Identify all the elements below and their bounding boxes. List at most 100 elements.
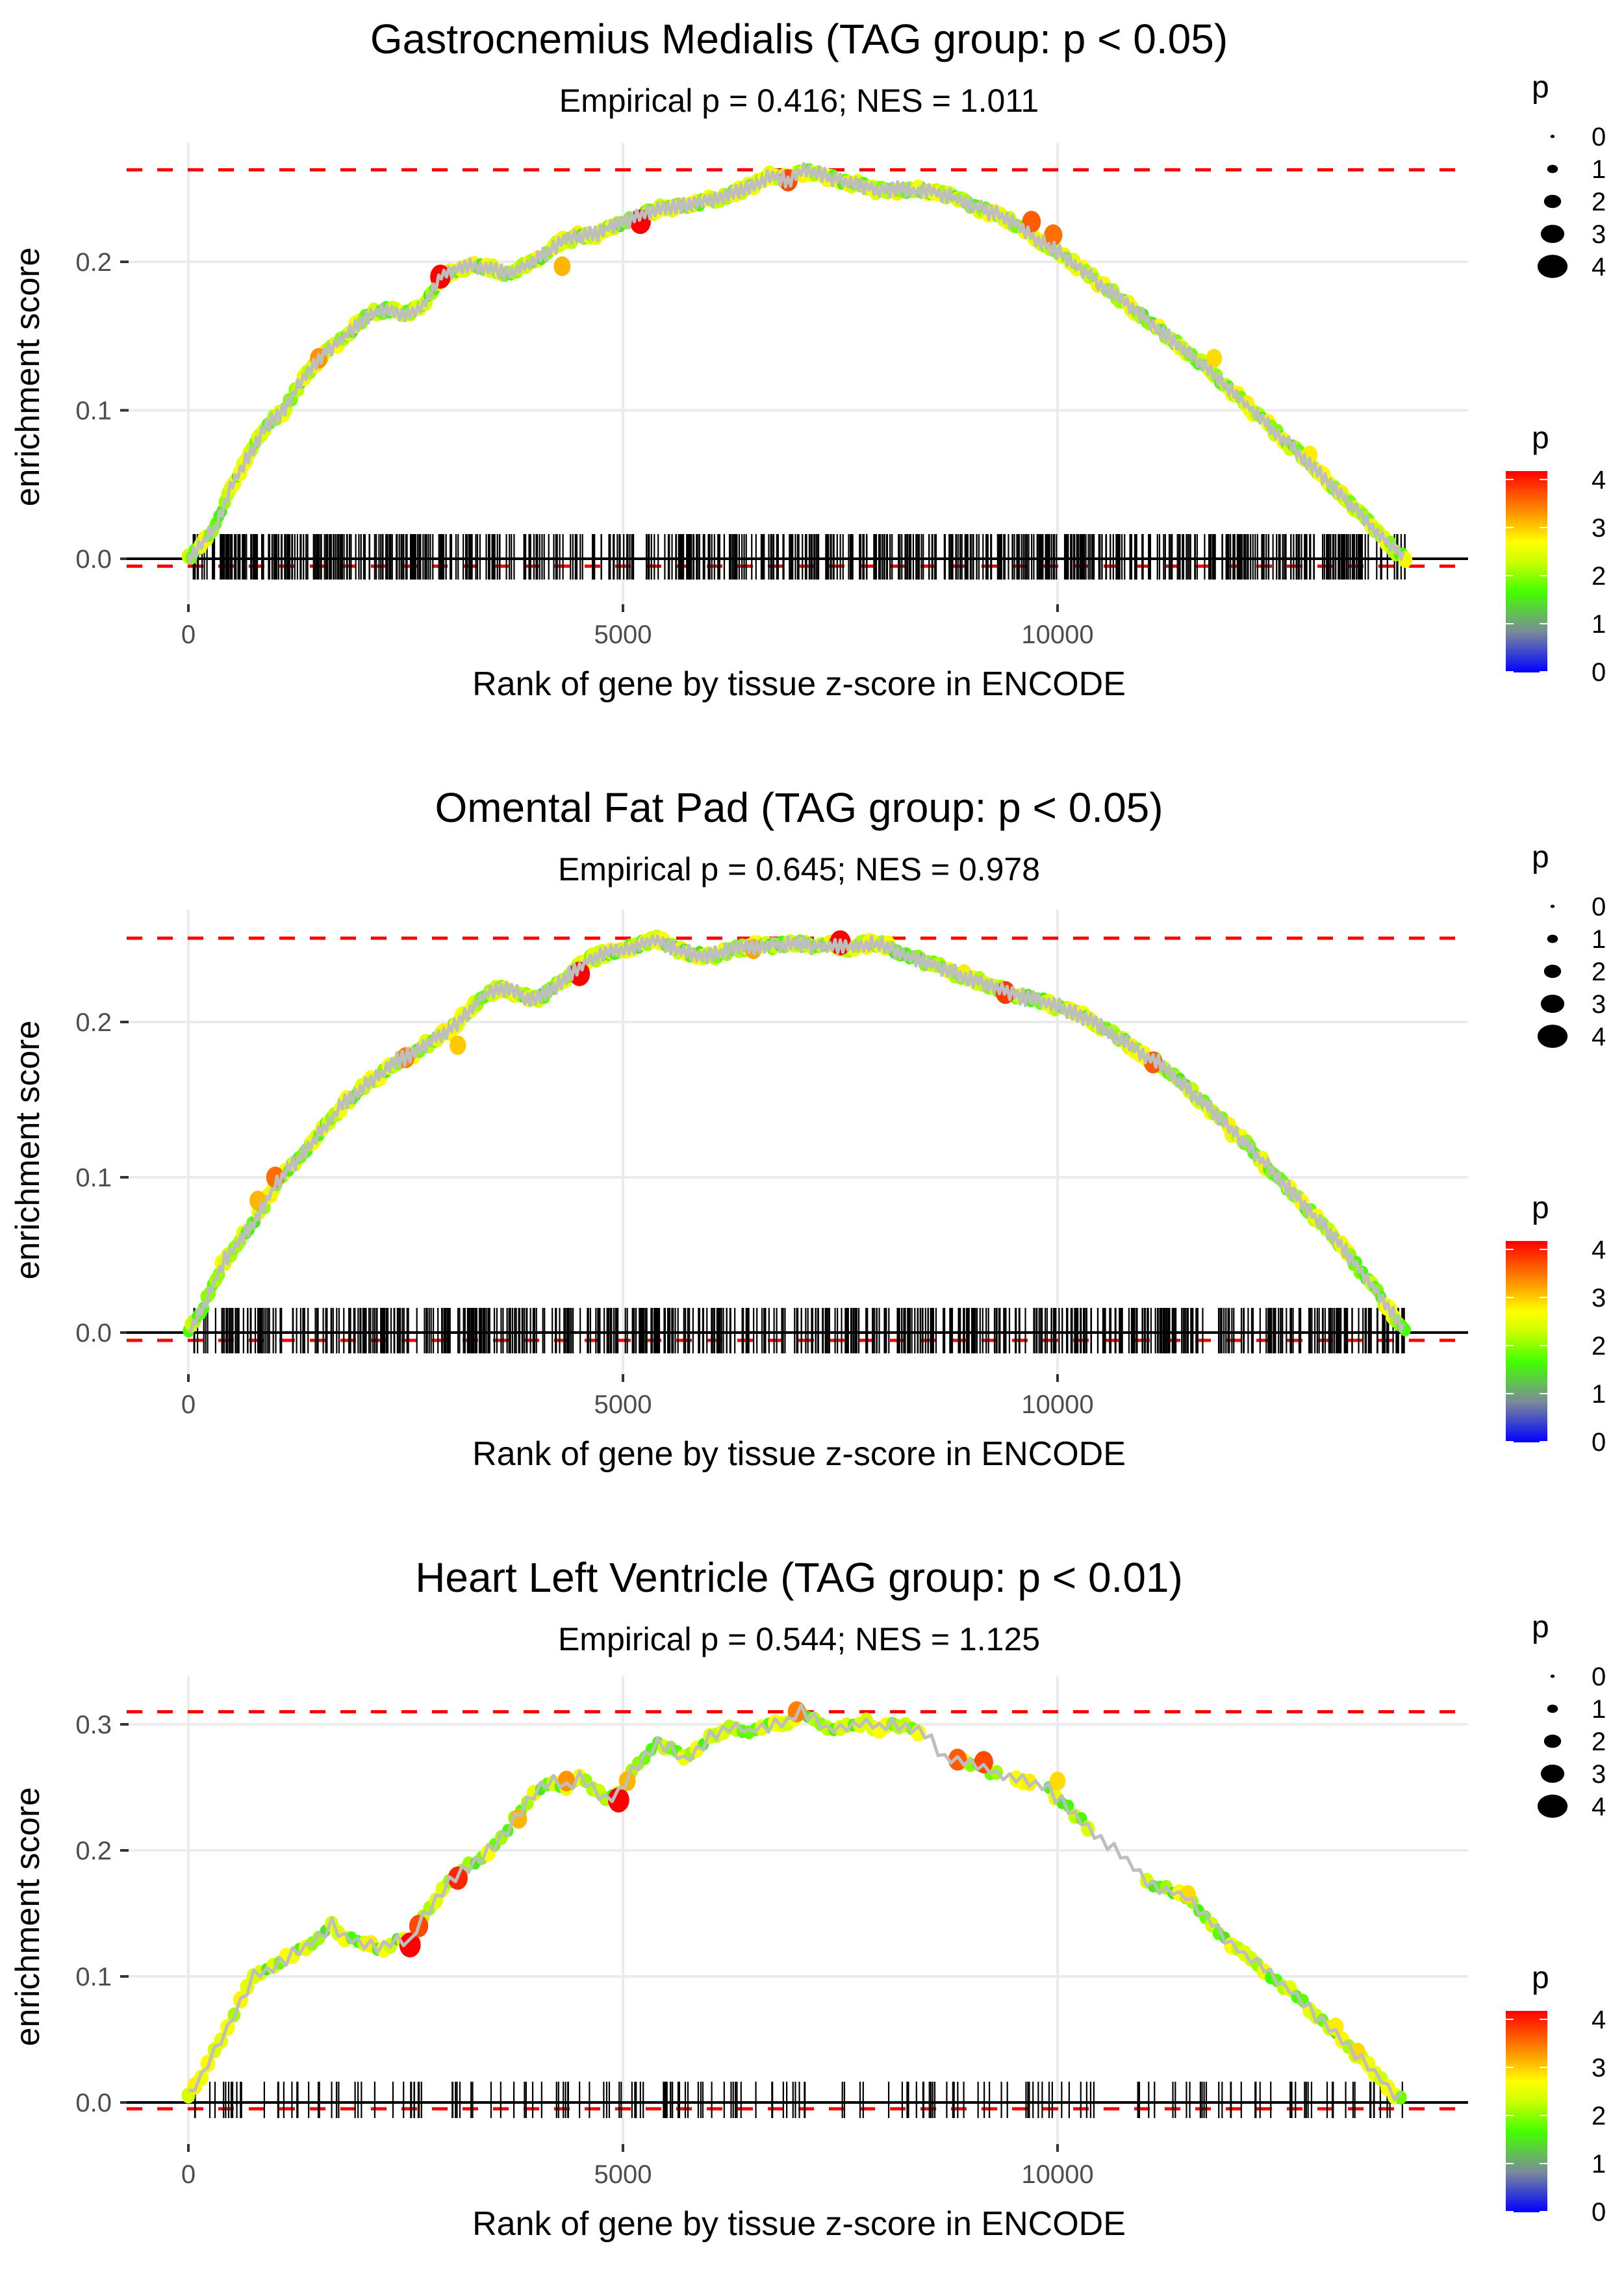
- size-legend-dot: [1540, 1764, 1565, 1783]
- color-legend-label: 2: [1592, 1332, 1606, 1361]
- color-legend-label: 0: [1592, 658, 1606, 687]
- color-legend: p 4 3 2 1 0: [1506, 421, 1606, 687]
- chart-title: Omental Fat Pad (TAG group: p < 0.05): [435, 784, 1163, 831]
- chart-title: Gastrocnemius Medialis (TAG group: p < 0…: [370, 16, 1228, 62]
- color-legend-label: 1: [1592, 2150, 1606, 2178]
- size-legend-dot: [1547, 934, 1558, 943]
- color-legend-label: 4: [1592, 466, 1606, 494]
- es-point-highlight: [450, 1035, 466, 1055]
- color-legend-bar: [1506, 471, 1547, 672]
- rug-ticks: [193, 1308, 1405, 1353]
- x-tick-label: 0: [181, 2160, 196, 2189]
- size-legend-dot: [1537, 255, 1568, 278]
- y-tick-label: 0.1: [75, 1164, 112, 1192]
- color-legend-label: 0: [1592, 1428, 1606, 1457]
- size-legend-title: p: [1532, 70, 1549, 105]
- size-legend-label: 3: [1592, 990, 1606, 1019]
- x-tick-label: 5000: [594, 1390, 652, 1419]
- panel-gastrocnemius: Gastrocnemius Medialis (TAG group: p < 0…: [9, 16, 1606, 703]
- rug-ticks: [192, 534, 1406, 580]
- size-legend-title: p: [1532, 840, 1549, 875]
- y-tick-label: 0.0: [75, 1319, 112, 1348]
- x-tick-label: 0: [181, 620, 196, 649]
- es-point-highlight: [607, 1787, 629, 1813]
- size-legend-dot: [1550, 134, 1555, 138]
- es-point-highlight: [399, 1932, 421, 1958]
- size-legend-label: 3: [1592, 1760, 1606, 1789]
- rug-ticks: [194, 2082, 1403, 2118]
- size-legend-label: 0: [1592, 1663, 1606, 1691]
- size-legend-label: 4: [1592, 1793, 1606, 1821]
- size-legend-dot: [1547, 164, 1558, 173]
- size-legend-label: 0: [1592, 893, 1606, 921]
- es-point-highlight: [1044, 224, 1063, 246]
- x-tick-label: 5000: [594, 2160, 652, 2189]
- size-legend-dot: [1550, 904, 1555, 908]
- color-legend-title: p: [1532, 421, 1549, 455]
- y-axis-label: enrichment score: [9, 248, 47, 507]
- es-points: [183, 929, 1411, 1338]
- color-legend-label: 0: [1592, 2198, 1606, 2227]
- es-running-path: [187, 934, 1405, 1333]
- es-point-highlight: [553, 256, 571, 277]
- color-legend-label: 1: [1592, 610, 1606, 639]
- size-legend-title: p: [1532, 1610, 1549, 1644]
- es-running-path: [188, 1704, 1402, 2102]
- size-legend-dot: [1543, 1734, 1562, 1748]
- size-legend-dot: [1540, 994, 1565, 1014]
- x-tick-label: 10000: [1021, 2160, 1093, 2189]
- panel-heart-left-ventricle: Heart Left Ventricle (TAG group: p < 0.0…: [9, 1554, 1606, 2243]
- plot-area: 0.0 0.1 0.2 0 5000 10000: [75, 910, 1468, 1419]
- size-legend-label: 2: [1592, 1728, 1606, 1756]
- size-legend-label: 4: [1592, 253, 1606, 281]
- chart-subtitle: Empirical p = 0.645; NES = 0.978: [558, 851, 1040, 888]
- size-legend-label: 4: [1592, 1023, 1606, 1051]
- color-legend-label: 3: [1592, 514, 1606, 543]
- x-axis-label: Rank of gene by tissue z-score in ENCODE: [472, 665, 1126, 703]
- x-axis-label: Rank of gene by tissue z-score in ENCODE: [472, 2205, 1126, 2243]
- x-tick-label: 10000: [1021, 620, 1093, 649]
- es-points: [181, 162, 1413, 568]
- color-legend: p 4 3 2 1 0: [1506, 1191, 1606, 1457]
- size-legend: p 0 1 2 3 4: [1532, 1610, 1606, 1821]
- y-tick-label: 0.0: [75, 545, 112, 574]
- es-point-highlight: [1206, 349, 1223, 368]
- size-legend-label: 2: [1592, 958, 1606, 986]
- x-tick-label: 5000: [594, 620, 652, 649]
- color-legend-title: p: [1532, 1961, 1549, 1995]
- size-legend: p 0 1 2 3 4: [1532, 70, 1606, 281]
- color-legend-label: 3: [1592, 1284, 1606, 1312]
- color-legend-label: 2: [1592, 562, 1606, 591]
- es-point-highlight: [948, 1748, 967, 1771]
- chart-subtitle: Empirical p = 0.544; NES = 1.125: [558, 1621, 1040, 1657]
- x-axis-label: Rank of gene by tissue z-score in ENCODE: [472, 1435, 1126, 1473]
- plot-area: 0.0 0.1 0.2 0.3 0 5000 10000: [75, 1676, 1468, 2189]
- chart-title: Heart Left Ventricle (TAG group: p < 0.0…: [415, 1554, 1183, 1601]
- y-tick-label: 0.1: [75, 1963, 112, 1991]
- color-legend-bar: [1506, 2011, 1547, 2212]
- size-legend-label: 3: [1592, 220, 1606, 249]
- size-legend: p 0 1 2 3 4: [1532, 840, 1606, 1051]
- color-legend-label: 4: [1592, 1236, 1606, 1264]
- y-axis-label: enrichment score: [9, 1787, 47, 2047]
- color-legend-label: 2: [1592, 2102, 1606, 2130]
- es-points: [181, 1701, 1407, 2105]
- y-tick-label: 0.0: [75, 2089, 112, 2117]
- y-tick-label: 0.2: [75, 248, 112, 277]
- size-legend-dot: [1547, 1704, 1558, 1713]
- size-legend-label: 1: [1592, 155, 1606, 184]
- color-legend-label: 4: [1592, 2006, 1606, 2034]
- size-legend-dot: [1537, 1795, 1568, 1818]
- size-legend-dot: [1550, 1674, 1555, 1678]
- es-point-highlight: [1049, 1771, 1066, 1791]
- size-legend-dot: [1537, 1025, 1568, 1048]
- color-legend-label: 1: [1592, 1380, 1606, 1409]
- chart-subtitle: Empirical p = 0.416; NES = 1.011: [559, 83, 1039, 119]
- color-legend-title: p: [1532, 1191, 1549, 1225]
- size-legend-label: 0: [1592, 123, 1606, 151]
- y-tick-label: 0.1: [75, 397, 112, 426]
- size-legend-dot: [1543, 964, 1562, 978]
- y-axis-label: enrichment score: [9, 1021, 47, 1280]
- size-legend-dot: [1540, 224, 1565, 244]
